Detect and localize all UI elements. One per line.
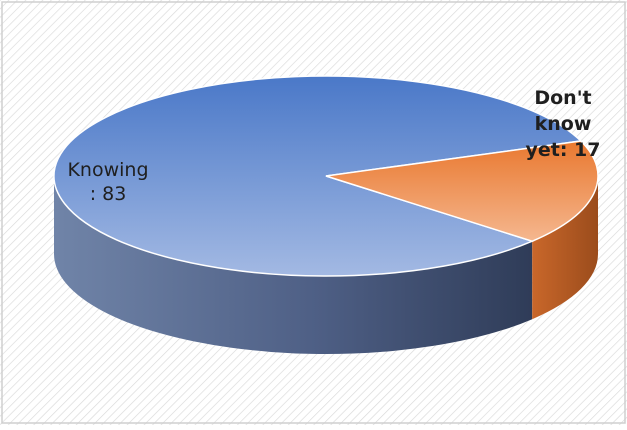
data-label-line: know — [535, 113, 592, 135]
pie-slice-side-don-t-know-yet — [532, 176, 598, 320]
data-label-line: yet: 17 — [525, 139, 600, 161]
data-label-line: Don't — [534, 87, 591, 109]
data-label-line: Knowing — [67, 159, 148, 181]
data-label-don-t-know-yet: Don't know yet: 17 — [525, 87, 600, 161]
pie-slice-knowing — [53, 75, 583, 277]
pie-slice-don-t-know-yet — [325, 140, 599, 243]
data-label-knowing: Knowing: 83 — [67, 159, 148, 205]
data-label-line: : 83 — [90, 183, 127, 205]
pie-slice-side-knowing — [53, 176, 533, 355]
